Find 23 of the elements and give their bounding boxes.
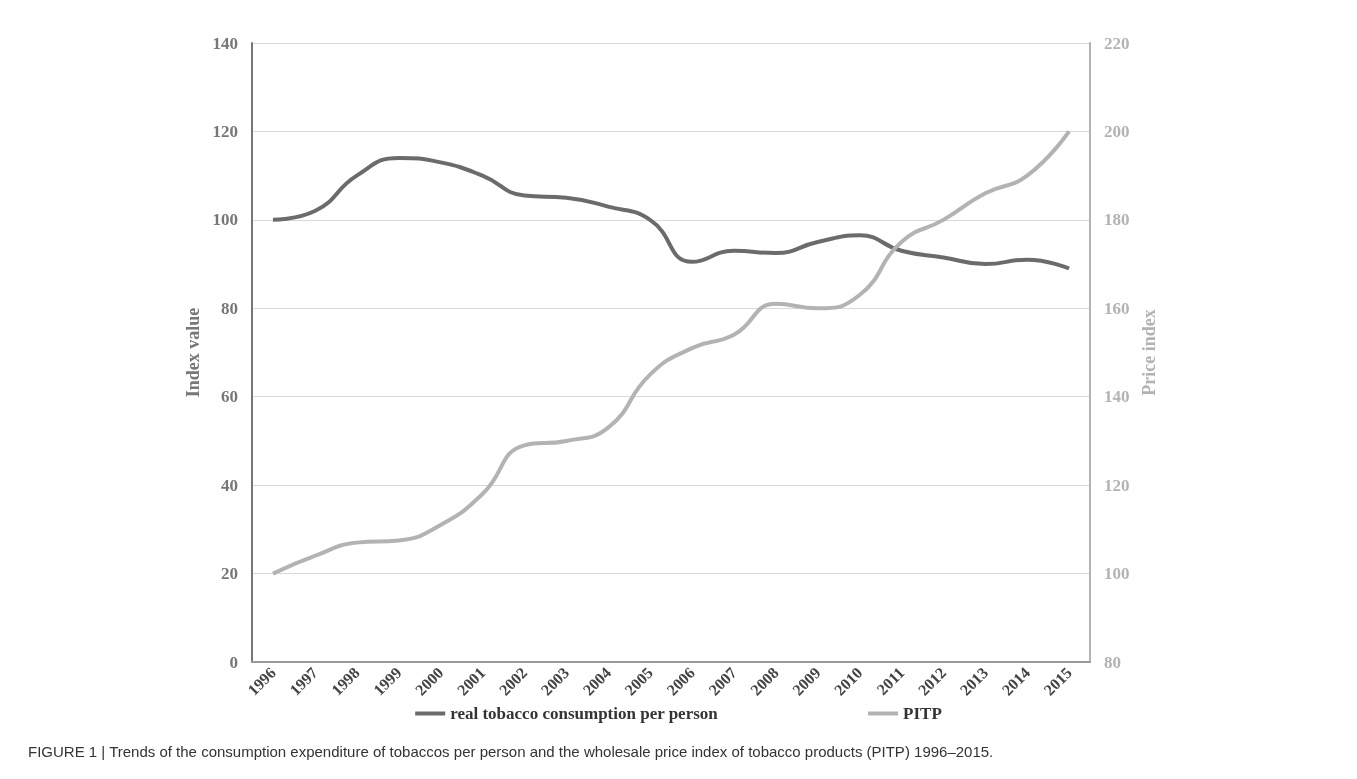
legend-label: real tobacco consumption per person — [450, 704, 719, 723]
y2-tick-label: 200 — [1104, 121, 1130, 141]
y2-tick-label: 220 — [1104, 33, 1130, 53]
y-tick-label: 140 — [212, 33, 238, 53]
y2-tick-label: 140 — [1104, 387, 1130, 407]
y-tick-label: 0 — [229, 652, 238, 672]
y2-tick-label: 80 — [1104, 652, 1121, 672]
legend-label: PITP — [903, 704, 942, 723]
y2-tick-label: 100 — [1104, 564, 1130, 584]
y-tick-label: 80 — [221, 298, 238, 318]
y2-tick-label: 180 — [1104, 210, 1130, 230]
y-tick-label: 60 — [221, 387, 238, 407]
line-series — [270, 155, 1072, 271]
y-axis-title: Index value — [182, 307, 203, 398]
y2-tick-label: 120 — [1104, 475, 1130, 495]
y-tick-label: 100 — [212, 210, 238, 230]
y2-tick-label: 160 — [1104, 298, 1130, 318]
caption: FIGURE 1 | Trends of the consumption expenditure of tobaccos per person and the wholesale price index of tobacco products (PITP) 1996–2015. — [28, 743, 994, 760]
y-tick-label: 40 — [221, 475, 238, 495]
y-tick-label: 20 — [221, 564, 238, 584]
y2-axis-title: Price index — [1139, 309, 1160, 396]
y-tick-label: 120 — [212, 121, 238, 141]
line-series — [270, 129, 1072, 576]
